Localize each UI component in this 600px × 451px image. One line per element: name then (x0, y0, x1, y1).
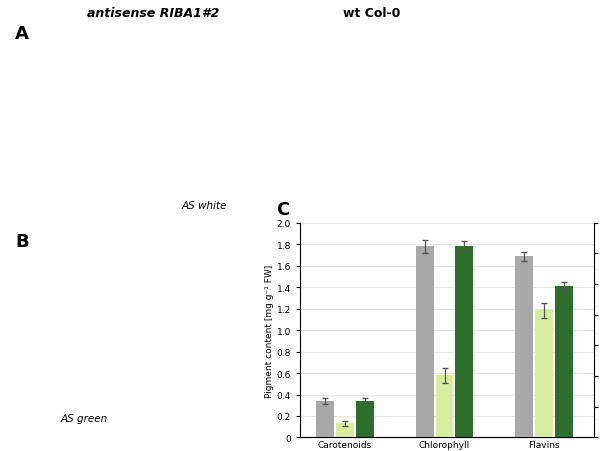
Bar (555, 286, 573, 437)
Bar (455, 247, 473, 437)
Text: B: B (15, 232, 29, 250)
Bar (436, 375, 454, 437)
Text: AS white: AS white (181, 201, 227, 211)
Bar (515, 257, 533, 437)
Text: wt Col-0: wt Col-0 (343, 7, 401, 20)
Text: C: C (276, 201, 289, 219)
Bar (416, 247, 434, 437)
Text: AS green: AS green (61, 413, 107, 423)
Bar (316, 401, 334, 437)
Text: antisense RIBA1#2: antisense RIBA1#2 (87, 7, 219, 20)
Bar (336, 423, 354, 437)
Text: A: A (15, 25, 29, 43)
Bar (535, 311, 553, 437)
Y-axis label: Pigment content [mg g⁻¹ FW]: Pigment content [mg g⁻¹ FW] (265, 264, 274, 397)
Bar (356, 401, 374, 437)
